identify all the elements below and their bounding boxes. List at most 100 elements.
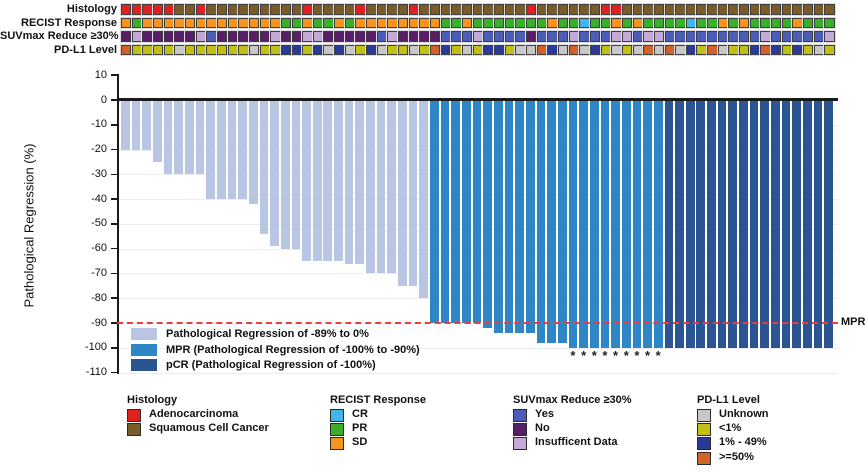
patient-bar (195, 101, 205, 175)
plot-legend-swatch-pcr (131, 359, 157, 372)
track-cell-suvmax (387, 31, 398, 42)
patient-bar (355, 101, 365, 264)
patient-bar (280, 101, 290, 249)
track-cell-suvmax (334, 31, 345, 42)
track-cell-suvmax (142, 31, 153, 42)
track-cell-suvmax (131, 31, 143, 42)
patient-bar (142, 101, 151, 150)
track-cell-histology (739, 4, 750, 15)
track-cell-histology (557, 4, 569, 15)
track-cell-histology (483, 4, 494, 15)
plot-legend-label: pCR (Pathological Regression of -100%) (166, 359, 376, 372)
track-cell-pdl1 (206, 44, 217, 56)
track-cell-pdl1 (653, 44, 665, 56)
track-cell-pdl1 (536, 44, 547, 56)
track-cell-pdl1 (483, 44, 494, 56)
track-cell-suvmax (398, 31, 409, 42)
track-cell-pdl1 (579, 44, 590, 56)
legend-label-recist-SD: SD (352, 436, 368, 449)
track-cell-histology (248, 4, 260, 15)
track-cell-histology (344, 4, 356, 15)
track-cell-recist (664, 17, 675, 29)
y-tick-label: -90 (91, 316, 107, 329)
y-tick-mark (110, 173, 117, 176)
track-cell-histology (579, 4, 590, 15)
legend-swatch-pdl1-L (697, 423, 711, 437)
track-cell-histology (376, 4, 388, 15)
patient-bar (206, 101, 215, 200)
track-cell-pdl1 (568, 44, 579, 56)
track-cell-histology (216, 4, 228, 15)
y-tick-label: -40 (91, 192, 107, 205)
track-cell-recist (557, 17, 569, 29)
patient-bar (163, 101, 173, 175)
track-cell-recist (579, 17, 590, 29)
patient-bar (376, 101, 386, 274)
track-cell-pdl1 (238, 44, 249, 56)
track-cell-recist (717, 17, 729, 29)
patient-bar (771, 101, 780, 348)
legend-swatch-histology-S (127, 423, 141, 437)
track-cell-histology (536, 4, 547, 15)
track-cell-pdl1 (600, 44, 611, 56)
track-cell-suvmax (632, 31, 643, 42)
y-tick-label: -70 (91, 266, 107, 279)
track-cell-pdl1 (419, 44, 430, 56)
track-cell-recist (334, 17, 345, 29)
track-cell-recist (376, 17, 388, 29)
patient-bar (792, 101, 802, 348)
track-cell-pdl1 (312, 44, 324, 56)
patient-bar (579, 101, 588, 348)
plot-legend-swatch-mpr (131, 343, 157, 356)
track-cell-suvmax (248, 31, 260, 42)
track-cell-pdl1 (781, 44, 793, 56)
legend-swatch-suvmax-Y (513, 409, 527, 422)
track-cell-pdl1 (504, 44, 516, 56)
track-cell-pdl1 (227, 44, 238, 56)
track-cell-recist (739, 17, 750, 29)
track-cell-pdl1 (472, 44, 484, 56)
track-cell-pdl1 (515, 44, 526, 56)
patient-bar (504, 101, 514, 333)
patient-bar (824, 101, 834, 348)
track-cell-recist (152, 17, 164, 29)
y-tick-label: -100 (84, 341, 107, 354)
patient-bar (589, 101, 599, 348)
patient-bar (803, 101, 812, 348)
legend-swatch-recist-PR (330, 423, 344, 437)
patient-bar (387, 101, 397, 274)
track-cell-suvmax (152, 31, 164, 42)
track-cell-suvmax (728, 31, 739, 42)
track-cell-recist (227, 17, 238, 29)
track-cell-suvmax (440, 31, 452, 42)
patient-bar (525, 101, 535, 333)
track-cell-suvmax (121, 31, 132, 42)
track-cell-pdl1 (707, 44, 718, 56)
patient-bar (685, 101, 695, 348)
track-cell-suvmax (430, 31, 441, 42)
plot-legend-swatch-reg (131, 328, 157, 340)
legend-swatch-pdl1-H (697, 451, 711, 465)
track-cell-recist (760, 17, 771, 29)
track-cell-suvmax (685, 31, 697, 42)
legend-swatch-suvmax-N (513, 423, 527, 437)
y-tick-mark (110, 198, 117, 200)
patient-bar (131, 101, 141, 150)
track-cell-pdl1 (366, 44, 377, 56)
track-cell-recist (707, 17, 718, 29)
track-cell-histology (643, 4, 654, 15)
track-cell-recist (547, 17, 558, 29)
track-cell-pdl1 (717, 44, 729, 56)
significance-asterisk: * (634, 348, 640, 363)
track-cell-suvmax (462, 31, 473, 42)
track-cell-pdl1 (270, 44, 281, 56)
legend-label-pdl1-H: >=50% (719, 450, 754, 463)
y-tick-label: 10 (94, 68, 107, 81)
track-cell-suvmax (451, 31, 462, 42)
patient-bar (366, 101, 375, 274)
track-cell-pdl1 (152, 44, 164, 56)
track-cell-suvmax (781, 31, 793, 42)
track-cell-histology (813, 4, 825, 15)
patient-bar (632, 101, 642, 348)
patient-bar (675, 101, 684, 348)
